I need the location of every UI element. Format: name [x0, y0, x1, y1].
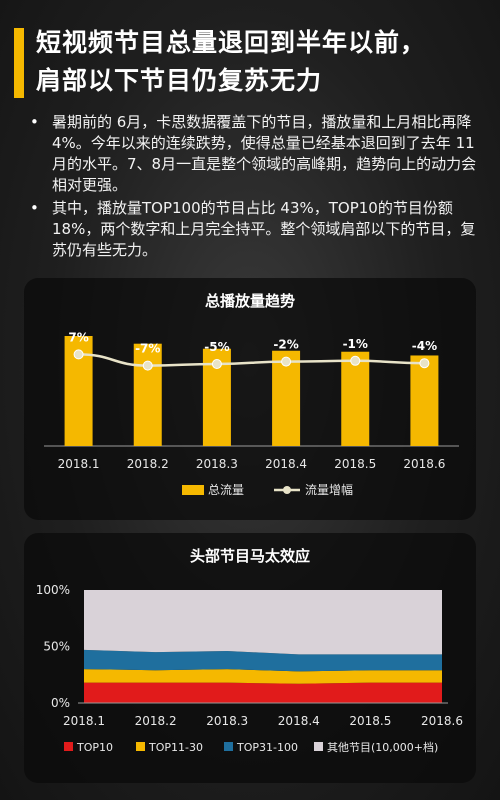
y-tick-label: 0% [51, 696, 70, 710]
growth-data-label: -2% [273, 338, 298, 352]
x-tick-label: 2018.2 [127, 457, 169, 471]
legend-label: TOP10 [76, 741, 113, 754]
legend-label-growth: 流量增幅 [305, 482, 353, 497]
legend-swatch-total-plays [182, 485, 204, 495]
growth-point [419, 358, 430, 369]
x-tick-label: 2018.6 [403, 457, 445, 471]
total-plays-chart-panel: 总播放量趋势 2018.1 2018.2 2018.3 2018.4 2018.5 201… [24, 278, 476, 520]
y-tick-label: 50% [43, 640, 70, 654]
growth-line [78, 353, 425, 367]
legend-label: 其他节目(10,000+档) [327, 740, 438, 754]
legend-swatch [136, 742, 145, 751]
growth-data-label: 7% [68, 330, 88, 344]
area-top10 [84, 682, 442, 703]
growth-point [281, 356, 292, 367]
growth-data-label: -7% [135, 342, 160, 356]
area-top11-30 [84, 669, 442, 684]
x-tick-label: 2018.4 [278, 714, 320, 728]
matthew-effect-chart-title: 头部节目马太效应 [189, 547, 310, 565]
growth-data-label: -4% [412, 339, 437, 353]
legend-marker-growth [283, 486, 291, 494]
matthew-effect-chart: 0% 50% 100% 2018.1 2018.2 2018.3 2018.4 2018.5 2… [36, 583, 463, 754]
growth-point [350, 355, 361, 366]
area-top31-100 [84, 649, 442, 672]
growth-data-label: -1% [343, 337, 368, 351]
page-title: 短视频节目总量退回到半年以前， 肩部以下节目仍复苏无力 [36, 24, 486, 100]
bar-total-plays [341, 351, 370, 446]
x-tick-label: 2018.5 [334, 457, 376, 471]
growth-point [142, 360, 153, 371]
bar-total-plays [133, 343, 162, 446]
growth-point [73, 349, 84, 360]
legend-label: TOP31-100 [236, 741, 298, 754]
summary-bullets: 暑期前的 6月，卡思数据覆盖下的节目，播放量和上月相比再降 4%。今年以来的连续… [30, 112, 480, 263]
growth-point [211, 359, 222, 369]
x-tick-label: 2018.1 [58, 457, 100, 471]
x-tick-label: 2018.3 [206, 714, 248, 728]
total-plays-chart: 2018.1 2018.2 2018.3 2018.4 2018.5 2018.6 7% -7… [44, 330, 459, 497]
growth-data-label: -5% [204, 340, 229, 354]
total-plays-chart-title: 总播放量趋势 [204, 292, 295, 310]
x-tick-label: 2018.2 [135, 714, 177, 728]
x-tick-label: 2018.3 [196, 457, 238, 471]
legend-swatch [64, 742, 73, 751]
bullet-item: 暑期前的 6月，卡思数据覆盖下的节目，播放量和上月相比再降 4%。今年以来的连续… [30, 112, 480, 196]
bullet-item: 其中，播放量TOP100的节目占比 43%，TOP10的节目份额 18%，两个数… [30, 198, 480, 261]
legend-label: TOP11-30 [148, 741, 203, 754]
page-title-line-2: 肩部以下节目仍复苏无力 [36, 66, 323, 95]
legend-swatch [224, 742, 233, 751]
page-title-line-1: 短视频节目总量退回到半年以前， [36, 28, 427, 57]
title-accent-bar [14, 28, 24, 98]
legend-label-total-plays: 总流量 [208, 483, 244, 497]
bar-total-plays [272, 350, 301, 446]
matthew-effect-chart-panel: 头部节目马太效应 0% 50% 100% 2018.1 2018.2 2018.3 2018… [24, 533, 476, 783]
x-tick-label: 2018.5 [349, 714, 391, 728]
area-10-000 [84, 590, 442, 655]
x-tick-label: 2018.6 [421, 714, 463, 728]
y-tick-label: 100% [36, 583, 70, 597]
bar-total-plays [410, 355, 439, 446]
x-tick-label: 2018.4 [265, 457, 307, 471]
legend-swatch [314, 742, 323, 751]
x-tick-label: 2018.1 [63, 714, 105, 728]
